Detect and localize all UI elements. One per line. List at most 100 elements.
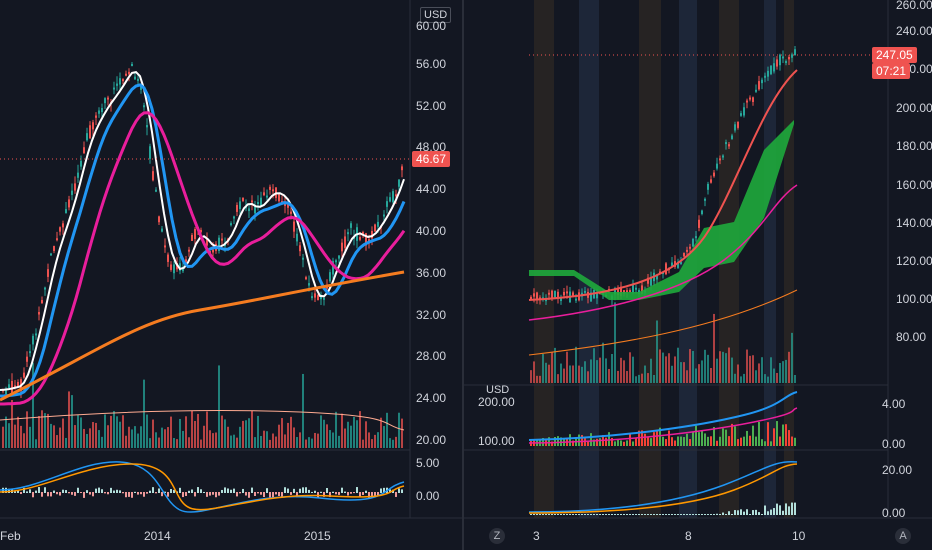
candle-body: [188, 249, 190, 252]
right-volume-pane-bar: [593, 439, 595, 446]
macd-histogram-bar: [329, 492, 331, 498]
oscillator-histogram-bar: [695, 514, 697, 515]
session-band: [534, 0, 554, 518]
volume-bar: [197, 413, 199, 448]
candle-body: [41, 300, 43, 304]
macd-histogram-bar: [353, 492, 355, 494]
volume-bar: [62, 418, 64, 448]
left-chart-canvas[interactable]: [0, 0, 462, 550]
right-candle-body: [632, 285, 634, 293]
right-volume-pane-bar: [635, 437, 637, 446]
right-candle-body: [614, 287, 616, 295]
right-chart[interactable]: 260.00 240.00 220.00 200.00 180.00 160.0…: [464, 0, 932, 550]
oscillator-histogram-bar: [635, 514, 637, 515]
oscillator-histogram-bar: [596, 514, 598, 515]
volume-bar: [182, 430, 184, 448]
right-candle-body: [758, 81, 760, 90]
right-volume-bar: [635, 376, 637, 383]
right-volume-pane-bar: [767, 422, 769, 446]
right-volume-pane-bar: [776, 421, 778, 446]
volume-bar: [152, 419, 154, 448]
left-price-tick: 20.00: [416, 433, 447, 447]
macd-histogram-bar: [41, 492, 43, 497]
volume-bar: [149, 438, 151, 448]
right-volume-pane-bar: [542, 438, 544, 446]
left-currency-label[interactable]: USD: [420, 7, 452, 23]
volume-bar: [155, 432, 157, 448]
macd-histogram-bar: [56, 492, 58, 495]
candle-body: [392, 191, 394, 203]
candle-body: [80, 160, 82, 167]
candle-body: [179, 263, 181, 271]
right-volume-bar: [779, 362, 781, 383]
volume-bar: [53, 425, 55, 448]
macd-histogram-bar: [185, 492, 187, 496]
macd-histogram-bar: [140, 492, 142, 495]
right-volume-bar: [605, 358, 607, 383]
oscillator-histogram-bar: [659, 514, 661, 515]
macd-histogram-bar: [317, 492, 319, 498]
zoom-button[interactable]: Z: [489, 528, 505, 544]
oscillator-histogram-bar: [749, 514, 751, 515]
auto-scale-button[interactable]: A: [895, 528, 911, 544]
macd-histogram-bar: [269, 492, 271, 498]
macd-histogram-bar: [143, 492, 145, 497]
volume-bar: [20, 425, 22, 448]
right-volume-pane-bar: [581, 435, 583, 446]
macd-histogram-bar: [305, 487, 307, 493]
left-price-tick: 40.00: [416, 224, 447, 238]
candle-body: [347, 232, 349, 235]
macd-histogram-bar: [164, 491, 166, 493]
candle-body: [149, 146, 151, 159]
right-volume-bar: [587, 371, 589, 383]
macd-histogram-bar: [74, 492, 76, 496]
oscillator-histogram-bar: [566, 514, 568, 515]
oscillator-histogram-bar: [746, 509, 748, 515]
candle-body: [206, 238, 208, 246]
oscillator-histogram-bar: [752, 510, 754, 515]
right-candle-body: [680, 261, 682, 265]
right-volume-pane-bar: [791, 436, 793, 446]
chart-divider[interactable]: [462, 0, 464, 550]
macd-histogram-bar: [263, 492, 265, 498]
candle-body: [122, 79, 124, 82]
right-candle-body: [701, 210, 703, 215]
candle-body: [155, 189, 157, 192]
right-candle-body: [575, 298, 577, 301]
left-chart[interactable]: USD 60.00 56.00 52.00 48.00 44.00 40.00 …: [0, 0, 462, 550]
oscillator-histogram-bar: [626, 514, 628, 515]
volume-bar: [161, 427, 163, 448]
right-chart-canvas[interactable]: [464, 0, 932, 550]
right-volume-bar: [719, 351, 721, 383]
macd-histogram-bar: [227, 488, 229, 493]
right-candle-body: [791, 54, 793, 58]
macd-histogram-bar: [170, 489, 172, 493]
right-candle-body: [629, 290, 631, 293]
volume-bar: [221, 415, 223, 448]
volume-bar: [374, 434, 376, 448]
candle-body: [170, 264, 172, 270]
oscillator-histogram-bar: [632, 514, 634, 515]
candle-body: [398, 179, 400, 187]
right-volume-pane-bar: [662, 436, 664, 446]
right-candle-body: [707, 183, 709, 190]
volume-bar: [185, 416, 187, 448]
volume-bar: [107, 425, 109, 448]
candle-body: [329, 272, 331, 282]
candle-body: [242, 197, 244, 202]
right-volume-bar: [713, 313, 715, 383]
right-volume-bar: [680, 362, 682, 383]
candle-body: [341, 242, 343, 252]
right-volume-pane-bar: [704, 433, 706, 446]
right-volume-bar: [539, 375, 541, 383]
candle-body: [383, 214, 385, 217]
right-candle-body: [752, 97, 754, 102]
macd-histogram-bar: [80, 492, 82, 494]
right-volume-bar: [785, 359, 787, 383]
right-volume-pane-bar: [617, 439, 619, 446]
volume-bar: [245, 420, 247, 448]
macd-histogram-bar: [167, 492, 169, 497]
right-volume-pane-bar: [770, 441, 772, 446]
right-volume-bar: [653, 374, 655, 383]
candle-body: [239, 201, 241, 210]
